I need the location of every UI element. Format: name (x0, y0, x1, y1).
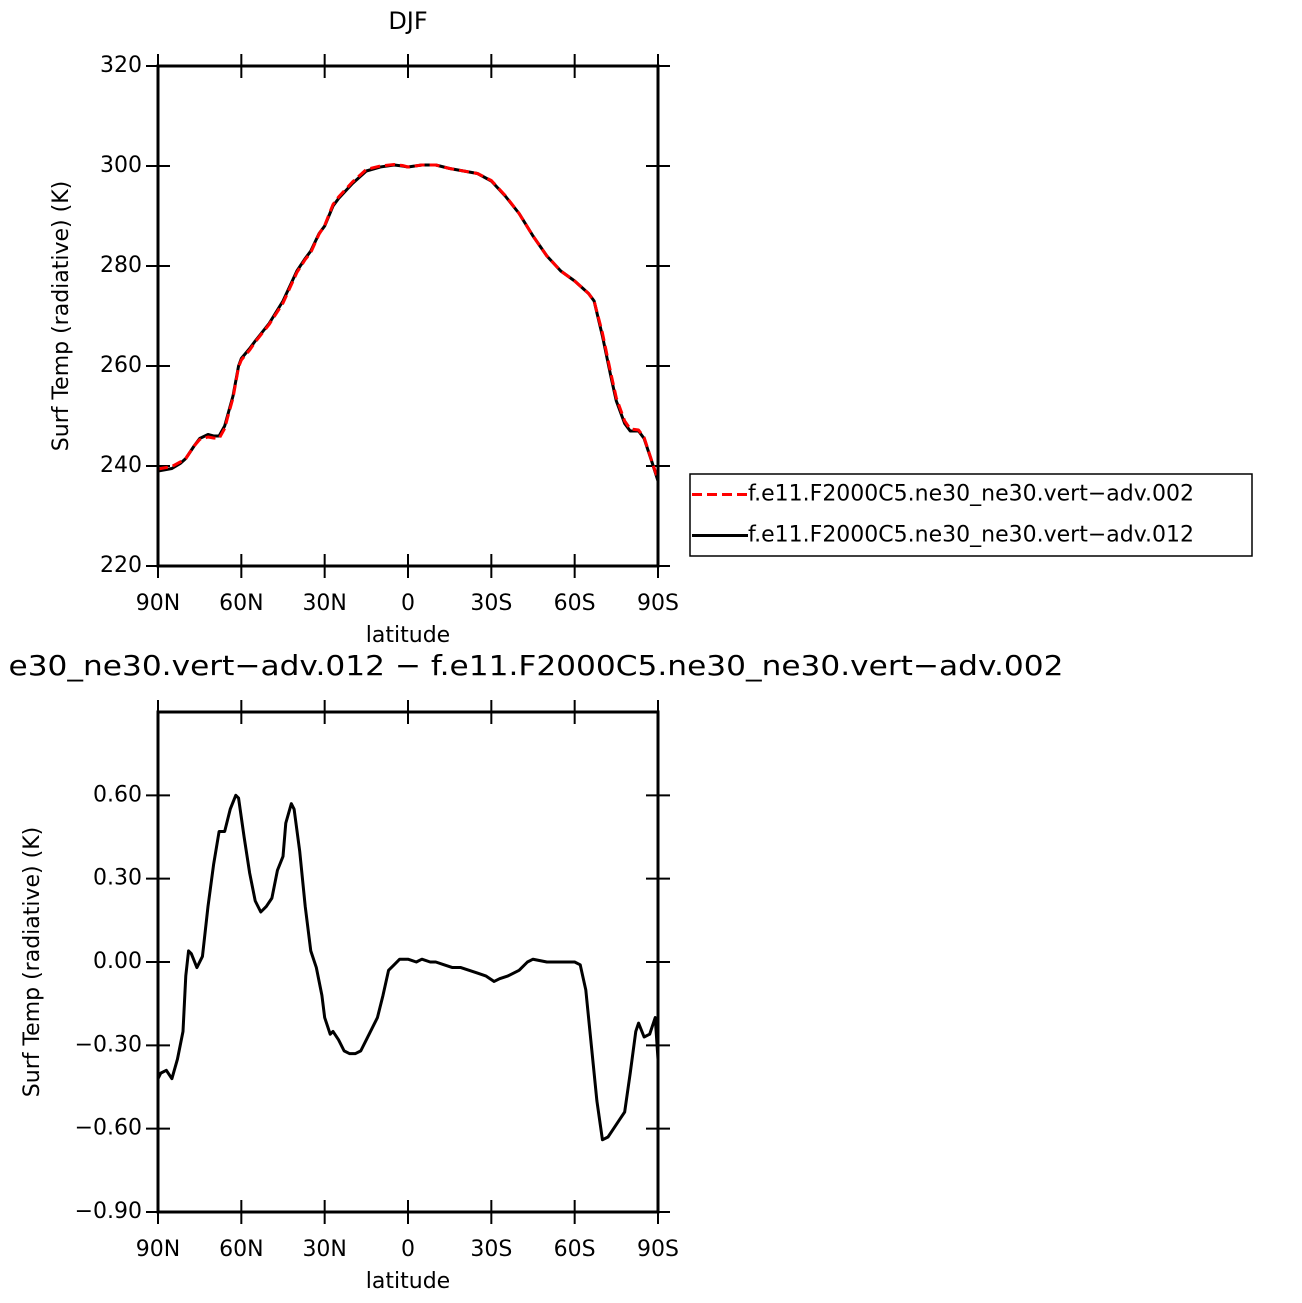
x-tick-label: 60S (554, 591, 596, 616)
x-tick-label: 30N (302, 1237, 346, 1262)
x-tick-label: 60N (219, 1237, 263, 1262)
plot-frame (156, 64, 660, 568)
chart-title: DJF (388, 7, 427, 35)
y-tick-label: 0.60 (93, 782, 142, 807)
y-tick-label: 0.00 (93, 949, 142, 974)
legend-label: f.e11.F2000C5.ne30_ne30.vert−adv.012 (748, 523, 1194, 548)
y-tick-label: 240 (100, 453, 142, 478)
x-tick-label: 90N (136, 591, 180, 616)
y-axis-label: Surf Temp (radiative) (K) (20, 827, 45, 1097)
data-line (157, 163, 660, 480)
chart-title: e30_ne30.vert−adv.012 − f.e11.F2000C5.ne… (9, 649, 1064, 682)
y-tick-label: 260 (100, 353, 142, 378)
x-tick-label: 30N (302, 591, 346, 616)
y-tick-label: −0.60 (75, 1116, 142, 1141)
y-tick-label: 320 (100, 53, 142, 78)
x-tick-label: 0 (401, 591, 415, 616)
data-line (157, 163, 660, 482)
x-axis-label: latitude (366, 623, 450, 648)
data-line (156, 793, 660, 1142)
y-axis-label: Surf Temp (radiative) (K) (49, 181, 74, 451)
y-tick-label: −0.90 (75, 1199, 142, 1224)
x-tick-label: 30S (470, 1237, 512, 1262)
x-axis-label: latitude (366, 1269, 450, 1294)
y-tick-label: 0.30 (93, 866, 142, 891)
y-tick-label: 220 (100, 553, 142, 578)
x-tick-label: 30S (470, 591, 512, 616)
plot-frame (156, 710, 660, 1214)
x-tick-label: 90S (637, 1237, 679, 1262)
y-tick-label: 300 (100, 153, 142, 178)
x-tick-label: 0 (401, 1237, 415, 1262)
y-tick-label: 280 (100, 253, 142, 278)
x-tick-label: 60S (554, 1237, 596, 1262)
x-tick-label: 60N (219, 591, 263, 616)
legend-box (689, 473, 1253, 557)
legend-label: f.e11.F2000C5.ne30_ne30.vert−adv.002 (748, 482, 1194, 507)
x-tick-label: 90S (637, 591, 679, 616)
x-tick-label: 90N (136, 1237, 180, 1262)
y-tick-label: −0.30 (75, 1032, 142, 1057)
